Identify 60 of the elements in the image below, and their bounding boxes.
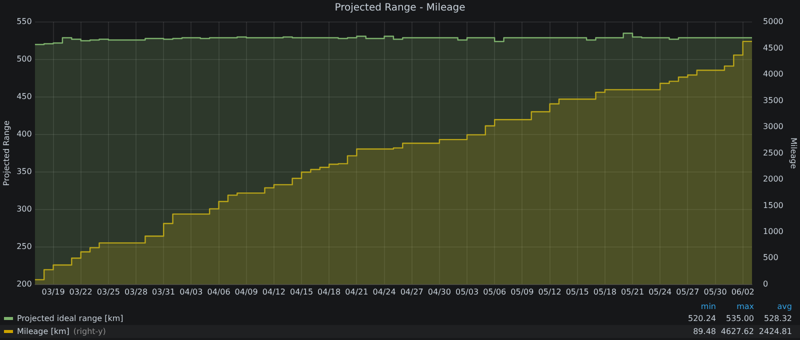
x-tick-label: 06/02 [731, 287, 754, 296]
y2-tick-label: 3000 [763, 122, 784, 132]
text: 4627.62 [720, 326, 754, 338]
x-tick-label: 05/15 [566, 287, 589, 296]
x-tick-label: 04/30 [428, 287, 451, 296]
text: max [736, 302, 754, 311]
y2-tick-label: 1000 [763, 227, 784, 236]
y2-tick-label: 2000 [763, 174, 784, 184]
x-tick-label: 05/30 [704, 287, 727, 296]
x-tick-label: 05/21 [620, 287, 644, 296]
x-tick-label: 05/24 [648, 287, 672, 296]
y-tick-label: 450 [16, 92, 32, 102]
y2-tick-label: 0 [763, 279, 768, 288]
x-tick-label: 04/18 [318, 287, 341, 296]
y-axis-title: Projected Range [2, 120, 11, 186]
x-tick-label: 04/21 [345, 287, 368, 296]
y-tick-label: 200 [16, 279, 32, 288]
y-tick-label: 350 [16, 167, 32, 176]
x-tick-label: 04/06 [207, 287, 230, 296]
text: min [700, 302, 716, 311]
x-tick-label: 05/12 [538, 287, 562, 296]
x-tick-label: 03/28 [124, 287, 148, 296]
x-tick-label: 04/27 [400, 287, 424, 296]
x-tick-label: 05/09 [510, 287, 534, 296]
x-tick-label: 05/18 [593, 287, 616, 296]
legend-label: Mileage [km] [17, 327, 70, 336]
y2-tick-label: 500 [763, 253, 778, 262]
x-tick-label: 03/31 [152, 287, 176, 296]
x-tick-label: 03/25 [96, 287, 120, 296]
y2-tick-label: 3500 [763, 96, 784, 105]
y-tick-label: 300 [16, 204, 32, 214]
y2-tick-label: 4000 [763, 70, 784, 79]
text: 520.24 [687, 313, 716, 325]
x-tick-label: 04/09 [234, 287, 258, 296]
y2-tick-label: 2500 [763, 148, 784, 158]
x-tick-label: 03/19 [42, 287, 65, 296]
text: (right-y) [73, 327, 106, 336]
x-tick-label: 04/15 [290, 287, 314, 296]
x-tick-label: 03/22 [69, 287, 92, 296]
y2-axis-title: Mileage [789, 138, 798, 169]
y2-tick-label: 1500 [763, 200, 784, 210]
y-tick-label: 400 [16, 130, 32, 139]
y-tick-label: 500 [16, 54, 32, 64]
x-tick-label: 04/03 [180, 287, 203, 296]
y-tick-label: 550 [16, 17, 32, 26]
text: 89.48 [692, 326, 716, 338]
text: 528.32 [763, 313, 792, 325]
y2-tick-label: 5000 [763, 17, 784, 26]
chart-title: Projected Range - Mileage [334, 2, 466, 14]
text: 535.00 [725, 313, 754, 325]
y2-tick-label: 4500 [763, 43, 784, 52]
y-tick-label: 250 [16, 242, 32, 251]
x-tick-label: 05/27 [676, 287, 700, 296]
text: avg [776, 302, 792, 311]
legend-label: Projected ideal range [km] [17, 314, 124, 323]
x-tick-label: 05/06 [483, 287, 506, 296]
text: 2424.81 [758, 326, 792, 338]
x-tick-label: 05/03 [455, 287, 479, 296]
x-tick-label: 04/12 [262, 287, 286, 296]
x-tick-label: 04/24 [372, 287, 396, 296]
